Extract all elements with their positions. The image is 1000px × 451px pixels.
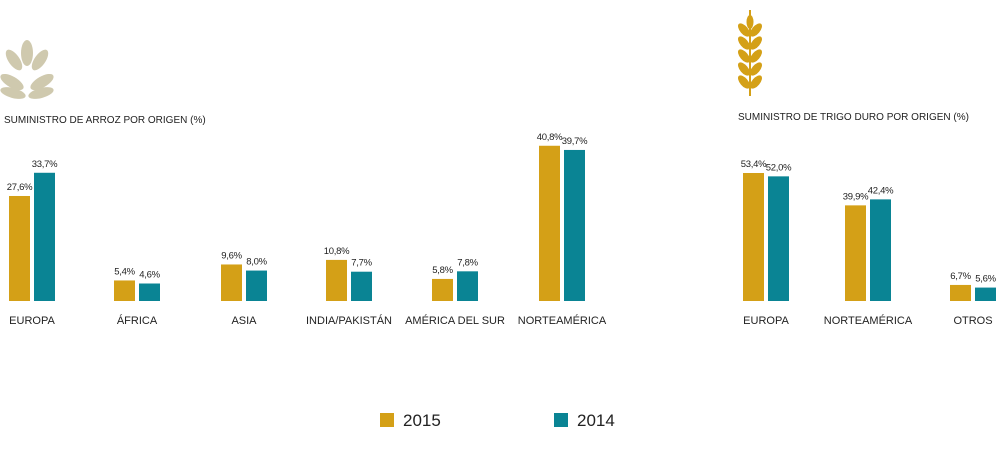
rice-bar-2014-1 xyxy=(139,283,160,301)
rice-category-label-0: EUROPA xyxy=(9,315,55,327)
wheat-value-label-2015-0: 53,4% xyxy=(741,159,767,170)
wheat-kernel-shape xyxy=(738,23,750,37)
legend-label-2014: 2014 xyxy=(577,411,615,430)
rice-value-label-2014-5: 39,7% xyxy=(562,136,588,147)
wheat-bar-2015-0 xyxy=(743,173,764,301)
wheat-bar-2014-0 xyxy=(768,176,789,301)
rice-bar-2015-3 xyxy=(326,259,347,301)
rice-grain-shape xyxy=(0,87,26,99)
rice-value-label-2015-3: 10,8% xyxy=(324,246,350,257)
wheat-kernel-shape xyxy=(750,62,762,76)
rice-category-label-2: ASIA xyxy=(231,315,257,327)
wheat-kernel-shape xyxy=(738,62,750,76)
rice-bar-2015-2 xyxy=(221,264,242,301)
legend: 2015 2014 xyxy=(380,411,615,430)
wheat-category-label-2: OTROS xyxy=(953,315,992,327)
wheat-kernel-shape xyxy=(750,75,762,89)
wheat-bar-chart: 53,4% 52,0% EUROPA 39,9%42,4% NORTEAMÉRICA 6,… xyxy=(741,159,997,327)
wheat-category-label-1: NORTEAMÉRICA xyxy=(824,314,913,327)
rice-grain-shape xyxy=(28,87,54,99)
rice-bar-2015-4 xyxy=(432,278,453,301)
rice-value-label-2014-1: 4,6% xyxy=(139,269,160,280)
rice-value-label-2015-0: 27,6% xyxy=(7,182,33,193)
rice-bar-2014-4 xyxy=(457,271,478,301)
wheat-kernel-shape xyxy=(738,49,750,63)
rice-value-label-2014-3: 7,7% xyxy=(351,258,372,269)
wheat-chart-title: SUMINISTRO DE TRIGO DURO POR ORIGEN (%) xyxy=(738,112,969,123)
rice-grain-shape xyxy=(31,49,49,71)
rice-bar-chart: 27,6% 33,7% EUROPA 5,4% 4,6% ÁFRICA 9,6% 8,0% AS… xyxy=(7,132,607,327)
rice-category-label-4: AMÉRICA DEL SUR xyxy=(405,314,505,327)
rice-bar-2014-3 xyxy=(351,271,372,301)
legend-label-2015: 2015 xyxy=(403,411,441,430)
wheat-kernel-shape xyxy=(750,23,762,37)
wheat-kernel-shape xyxy=(746,15,754,29)
wheat-bar-2014-2 xyxy=(975,287,996,301)
wheat-category-label-0: EUROPA xyxy=(743,315,789,327)
rice-grains-icon xyxy=(0,40,54,99)
rice-bar-2015-5 xyxy=(539,145,560,301)
rice-value-label-2014-4: 7,8% xyxy=(457,257,478,268)
legend-swatch-2014 xyxy=(554,413,568,427)
rice-grain-shape xyxy=(30,73,54,91)
wheat-stem-shape xyxy=(749,10,751,96)
legend-swatch-2015 xyxy=(380,413,394,427)
rice-chart-title: SUMINISTRO DE ARROZ POR ORIGEN (%) xyxy=(4,115,206,126)
rice-grain-shape xyxy=(0,73,24,91)
rice-category-label-1: ÁFRICA xyxy=(117,314,158,327)
wheat-bar-2014-1 xyxy=(870,199,891,301)
rice-bar-2014-5 xyxy=(564,149,585,301)
rice-bar-2015-0 xyxy=(9,195,30,301)
rice-grain-shape xyxy=(5,49,23,71)
wheat-value-label-2014-2: 5,6% xyxy=(975,274,996,285)
rice-value-label-2015-2: 9,6% xyxy=(221,250,242,261)
rice-bar-2015-1 xyxy=(114,280,135,301)
wheat-ear-icon xyxy=(738,10,762,96)
rice-value-label-2014-2: 8,0% xyxy=(246,257,267,268)
wheat-kernel-shape xyxy=(738,75,750,89)
wheat-bar-2015-1 xyxy=(845,205,866,301)
wheat-value-label-2015-2: 6,7% xyxy=(950,271,971,282)
rice-category-label-3: INDIA/PAKISTÁN xyxy=(306,314,392,327)
rice-value-label-2014-0: 33,7% xyxy=(32,159,58,170)
rice-grain-shape xyxy=(21,40,33,66)
wheat-value-label-2015-1: 39,9% xyxy=(843,191,869,202)
rice-value-label-2015-4: 5,8% xyxy=(432,265,453,276)
wheat-value-label-2014-0: 52,0% xyxy=(766,162,792,173)
rice-category-label-5: NORTEAMÉRICA xyxy=(518,314,607,327)
wheat-kernel-shape xyxy=(750,36,762,50)
wheat-kernel-shape xyxy=(738,36,750,50)
rice-bar-2014-0 xyxy=(34,172,55,301)
wheat-value-label-2014-1: 42,4% xyxy=(868,185,894,196)
wheat-bar-2015-2 xyxy=(950,284,971,301)
rice-bar-2014-2 xyxy=(246,270,267,301)
rice-value-label-2015-5: 40,8% xyxy=(537,132,563,143)
rice-value-label-2015-1: 5,4% xyxy=(114,266,135,277)
wheat-kernel-shape xyxy=(750,49,762,63)
